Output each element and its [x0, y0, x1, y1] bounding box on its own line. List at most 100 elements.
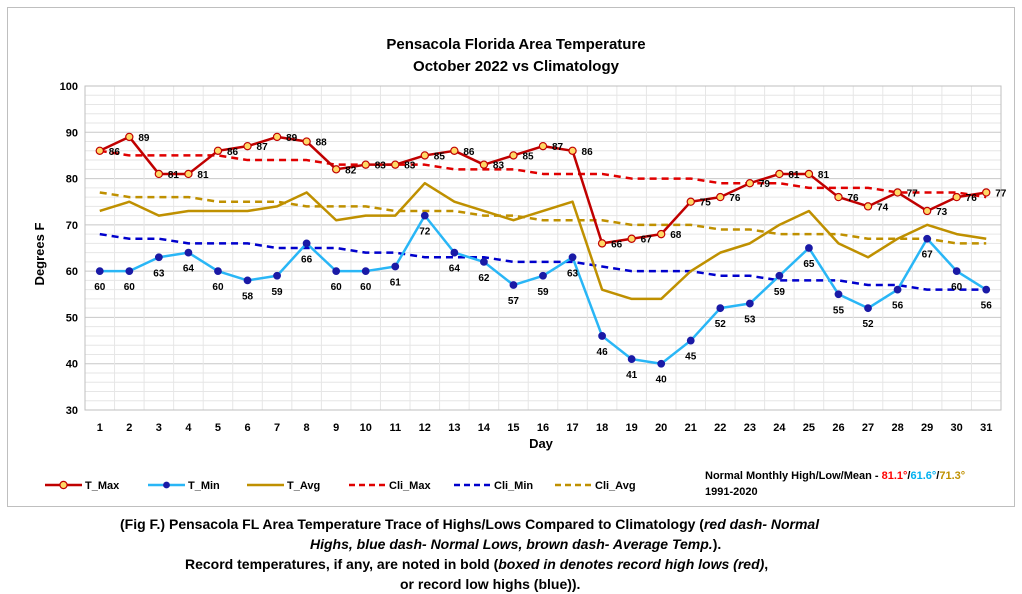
x-tick-label: 11	[389, 422, 401, 434]
figure-caption: (Fig F.) Pensacola FL Area Temperature T…	[0, 514, 1022, 594]
legend-item-t-min: T_Min	[148, 480, 220, 492]
t-min-data-label: 67	[922, 250, 934, 261]
t-max-point	[479, 160, 489, 169]
t-max-data-label: 81	[788, 170, 800, 181]
x-tick-label: 13	[448, 422, 460, 434]
y-tick-label: 70	[66, 220, 78, 232]
t-min-data-label: 41	[626, 370, 638, 381]
t-min-data-label: 62	[478, 273, 490, 284]
t-min-data-label: 60	[331, 282, 343, 293]
t-min-point	[539, 271, 547, 280]
t-max-point	[331, 165, 341, 174]
x-tick-label: 3	[156, 422, 162, 434]
t-max-data-label: 89	[138, 133, 150, 144]
x-tick-label: 4	[185, 422, 192, 434]
caption-line-2-italic: Highs, blue dash- Normal Lows, brown das…	[310, 536, 713, 552]
t-max-data-label: 76	[729, 193, 741, 204]
caption-line-4: or record low highs (blue)).	[400, 576, 581, 592]
normals-low: 61.6°	[910, 470, 936, 482]
t-min-point	[598, 332, 606, 340]
x-tick-label: 10	[360, 422, 372, 434]
t-max-point	[834, 192, 843, 202]
x-tick-label: 28	[891, 422, 903, 434]
caption-line-2: Highs, blue dash- Normal Lows, brown das…	[0, 534, 1022, 554]
t-min-data-label: 57	[508, 296, 520, 307]
t-max-point	[804, 169, 814, 179]
t-min-point	[568, 253, 577, 262]
y-tick-label: 100	[60, 81, 78, 93]
t-min-data-label: 63	[567, 268, 579, 279]
t-min-data-label: 55	[833, 305, 845, 316]
t-max-point	[391, 160, 400, 169]
t-max-data-label: 75	[700, 198, 712, 209]
t-min-point	[361, 267, 370, 276]
t-max-point	[952, 192, 961, 202]
t-max-data-label: 86	[227, 147, 239, 158]
normals-period: 1991-2020	[705, 486, 758, 498]
legend-label: Cli_Min	[494, 480, 533, 492]
x-tick-label: 24	[773, 422, 786, 434]
t-min-data-label: 64	[449, 264, 461, 275]
t-max-point	[656, 229, 666, 239]
t-min-data-label: 59	[272, 287, 284, 298]
x-tick-label: 26	[832, 422, 844, 434]
t-min-data-label: 56	[981, 301, 993, 312]
t-min-point	[125, 267, 134, 276]
t-min-data-label: 60	[124, 282, 136, 293]
t-max-data-label: 88	[316, 138, 328, 149]
x-tick-label: 5	[215, 422, 221, 434]
t-max-point	[745, 178, 755, 188]
t-min-point	[332, 267, 341, 276]
t-max-point	[922, 206, 932, 216]
t-min-point	[805, 244, 813, 252]
chart-subtitle: October 2022 vs Climatology	[413, 58, 620, 75]
t-max-point	[95, 146, 104, 155]
t-max-data-label: 89	[286, 133, 298, 144]
t-min-data-label: 60	[212, 282, 224, 293]
t-max-data-label: 86	[582, 147, 594, 158]
y-tick-label: 60	[66, 266, 78, 278]
t-min-data-label: 66	[301, 254, 313, 265]
t-min-point	[154, 253, 163, 262]
normals-high: 81.1°	[882, 470, 908, 482]
series-t-avg-line	[99, 181, 987, 301]
t-min-data-label: 64	[183, 264, 195, 275]
t-max-data-label: 86	[463, 147, 475, 158]
t-max-data-label: 81	[168, 170, 180, 181]
series-lines	[95, 132, 991, 368]
series-cli-avg-line	[99, 191, 987, 245]
t-min-point	[450, 248, 459, 257]
t-min-point	[864, 304, 872, 313]
caption-line-1-text: (Fig F.) Pensacola FL Area Temperature T…	[120, 516, 704, 532]
legend-item-t-avg: T_Avg	[247, 480, 320, 492]
t-min-data-label: 56	[892, 301, 904, 312]
t-max-data-label: 81	[197, 170, 209, 181]
x-tick-label: 23	[744, 422, 756, 434]
t-min-data-label: 60	[94, 282, 106, 293]
t-min-point	[509, 281, 518, 289]
legend-label: Cli_Max	[389, 480, 431, 492]
t-max-data-label: 85	[522, 151, 534, 162]
t-min-data-label: 45	[685, 352, 697, 363]
x-tick-label: 22	[714, 422, 726, 434]
t-max-point	[716, 192, 725, 202]
data-labels: 86 89 81 81 86 87 89 88 82 83 83 85 86 83 85 87 86 66 67 68…	[94, 133, 1007, 386]
t-max-point	[775, 169, 784, 179]
t-max-point	[361, 160, 370, 169]
t-max-point	[863, 202, 873, 211]
chart-frame: Pensacola Florida Area Temperature Octob…	[7, 7, 1015, 507]
t-min-data-label: 60	[360, 282, 372, 293]
x-tick-label: 14	[478, 422, 491, 434]
t-min-data-label: 58	[242, 291, 254, 302]
y-tick-label: 40	[66, 359, 78, 371]
normals-text: Normal Monthly High/Low/Mean - 81.1°/61.…	[705, 470, 965, 482]
x-tick-label: 17	[566, 422, 578, 434]
x-axis-title: Day	[529, 436, 554, 451]
caption-line-1-italic: red dash- Normal	[703, 516, 820, 532]
t-max-data-label: 83	[493, 161, 505, 172]
x-tick-label: 18	[596, 422, 608, 434]
y-tick-label: 50	[66, 312, 78, 324]
legend: T_Max T_Min T_Avg Cli_Max Cli_Min Cli_Avg	[45, 480, 636, 492]
t-min-data-label: 46	[597, 347, 609, 358]
x-tick-label: 1	[97, 422, 103, 434]
